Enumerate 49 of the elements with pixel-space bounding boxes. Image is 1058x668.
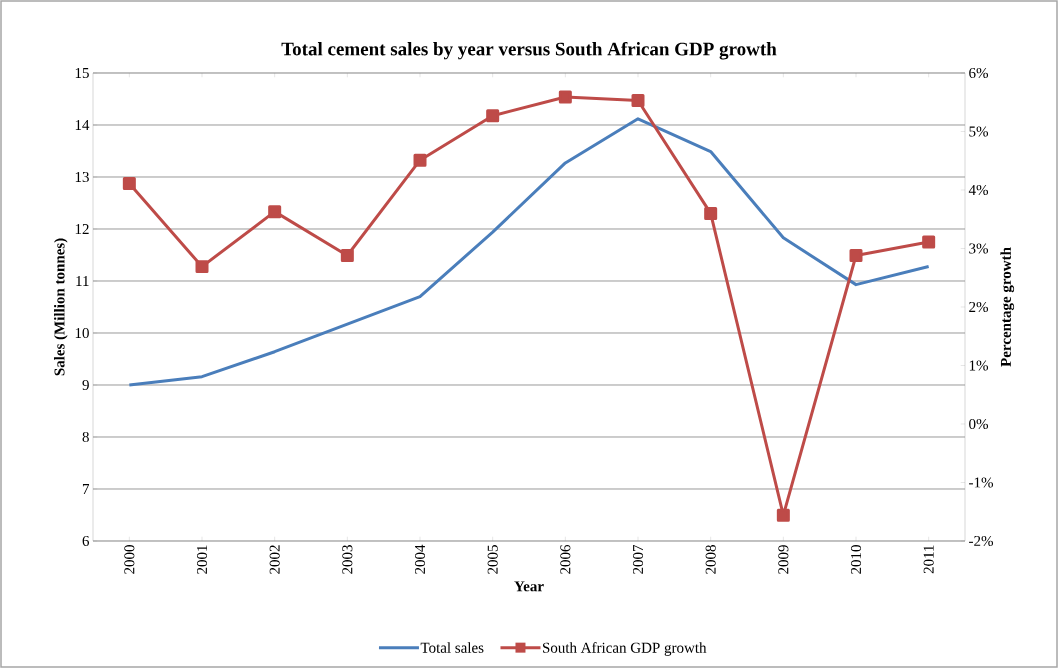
x-tick-label: 2005 [487, 545, 498, 574]
x-tick-label: 2011 [923, 545, 934, 574]
point [268, 205, 282, 219]
point [413, 153, 427, 167]
legend-label: Total sales [420, 642, 484, 653]
x-tick-label: 2000 [124, 545, 135, 574]
y-tick-label: 14 [75, 120, 90, 130]
point [631, 93, 645, 107]
x-tick-label: 2003 [342, 545, 353, 574]
x-tick-label: 2007 [632, 544, 644, 574]
y-tick-label: 15 [75, 67, 89, 79]
y2-tick-label: 3% [969, 243, 989, 254]
y2-tick-label: 5% [969, 126, 989, 137]
y2-tick-label: 4% [968, 184, 989, 196]
y-tick-label: 10 [75, 327, 89, 339]
x-tick-label: 2008 [705, 545, 716, 574]
point [195, 260, 209, 274]
x-tick-label: 2009 [778, 545, 789, 574]
y2-tick-label: -2% [969, 535, 994, 547]
point [340, 249, 354, 263]
y-tick-label: 13 [75, 171, 89, 183]
point [922, 235, 936, 249]
x-tick-label: 2006 [560, 544, 571, 574]
y2-tick-label: -1% [969, 477, 994, 488]
legend-label: South African GDP growth [542, 642, 707, 656]
point [486, 109, 500, 123]
y2-axis-title: Percentage growth [1000, 247, 1015, 367]
y2-tick-label: 0% [969, 418, 989, 430]
y-axis-title: Sales (Million tonnes) [54, 238, 68, 376]
y-tick-label: 7 [82, 484, 90, 494]
y-tick-label: 6 [82, 535, 90, 547]
y-tick-label: 9 [82, 379, 89, 391]
x-tick-label: 2002 [269, 545, 280, 574]
x-tick-label: 2001 [196, 545, 208, 574]
point [122, 177, 136, 191]
point [849, 249, 863, 263]
x-tick-label: 2004 [414, 544, 426, 574]
x-axis-title: Year [514, 581, 544, 592]
point [776, 508, 790, 522]
chart-title: Total cement sales by year versus South African GDP growth [281, 41, 777, 60]
y2-tick-label: 1% [969, 360, 989, 371]
point [704, 206, 718, 220]
x-tick-label: 2010 [850, 545, 862, 574]
y-tick-label: 8 [82, 431, 89, 443]
y2-tick-label: 6% [969, 67, 989, 79]
y-tick-label: 12 [75, 224, 89, 234]
y-tick-label: 11 [76, 276, 89, 286]
y2-tick-label: 2% [969, 301, 989, 313]
point [558, 90, 572, 104]
